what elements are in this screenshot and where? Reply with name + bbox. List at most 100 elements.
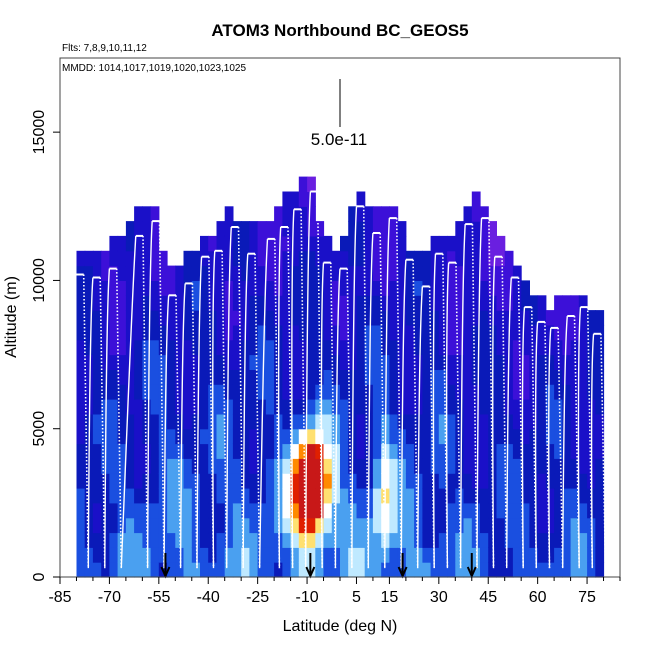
heatmap-cell [92,295,102,311]
heatmap-cell [389,354,399,370]
heatmap-cell [389,428,399,445]
heatmap-cell [430,562,440,578]
heatmap-cell [430,428,440,445]
heatmap-cell [438,458,448,474]
heatmap-cell [340,384,349,400]
heatmap-cell [512,369,522,385]
heatmap-cell [356,399,366,415]
heatmap-cell [307,295,316,311]
heatmap-cell [323,488,333,504]
heatmap-cell [512,324,522,341]
heatmap-cell [455,265,465,281]
flight-track-descent [142,235,149,569]
heatmap-cell [150,443,160,459]
heatmap-cell [298,547,308,563]
heatmap-cell [76,473,86,489]
heatmap-cell [389,310,399,326]
heatmap-cell [92,384,102,400]
heatmap-cell [422,488,432,504]
heatmap-cell [265,473,275,489]
heatmap-cell [76,399,86,415]
heatmap-cell [430,295,440,311]
heatmap-cell [298,399,308,415]
flight-track-descent [300,209,307,569]
heatmap-cell [480,458,489,474]
heatmap-cell [290,324,300,341]
heatmap-cell [183,399,193,415]
heatmap-cell [232,502,242,519]
heatmap-cell [372,221,382,237]
heatmap-cell [167,428,176,445]
heatmap-cell [109,488,119,504]
heatmap-cell [455,547,465,563]
heatmap-cell [554,384,563,400]
heatmap-cell [521,354,530,370]
heatmap-cell [134,265,143,281]
heatmap-cell [167,473,176,489]
heatmap-cell [480,384,489,400]
heatmap-cell [249,265,259,281]
heatmap-cell [265,428,275,445]
heatmap-cell [578,339,588,356]
heatmap-cell [290,310,300,326]
heatmap-cell [307,310,316,326]
heatmap-cell [84,324,94,341]
flight-track-descent [471,224,478,569]
heatmap-cell [463,428,473,445]
heatmap-cell [216,295,226,311]
heatmap-cell [134,339,143,356]
heatmap-cell [356,369,366,385]
heatmap-cell [200,473,209,489]
heatmap-cell [545,310,555,326]
heatmap-cell [438,488,448,504]
heatmap-cell [298,443,308,459]
heatmap-cell [298,354,308,370]
heatmap-cell [290,235,300,252]
heatmap-cell [570,562,580,578]
scale-label: 5.0e-11 [311,130,367,149]
heatmap-cell [397,295,407,311]
heatmap-cell [92,502,102,519]
heatmap-cell [307,221,316,237]
heatmap-cell [315,502,325,519]
heatmap-cell [414,354,423,370]
heatmap-cell [471,221,481,237]
heatmap-cell [463,458,473,474]
heatmap-cell [529,339,539,356]
heatmap-cell [249,221,259,237]
heatmap-cell [389,502,399,519]
heatmap-cell [249,369,259,385]
heatmap-cell [117,280,127,296]
heatmap-cell [356,547,366,563]
heatmap-cell [109,339,119,356]
heatmap-cell [249,413,259,430]
heatmap-cell [150,354,160,370]
heatmap-cell [315,443,325,459]
heatmap-cell [134,369,143,385]
heatmap-cell [265,413,275,430]
heatmap-cell [471,384,481,400]
heatmap-cell [183,384,193,400]
heatmap-cell [76,502,86,519]
heatmap-cell [224,488,234,504]
heatmap-cell [167,413,176,430]
heatmap-cell [158,517,168,534]
heatmap-cell [496,413,506,430]
flight-track-ascent [417,286,424,569]
heatmap-cell [142,221,152,237]
heatmap-cell [455,324,465,341]
flight-track-descent [501,256,508,569]
heatmap-cell [249,399,259,415]
heatmap-cell [545,562,555,578]
heatmap-cell [200,488,209,504]
heatmap-cell [76,369,86,385]
heatmap-cell [537,369,547,385]
heatmap-cell [562,428,572,445]
heatmap-cell [315,458,325,474]
heatmap-cell [307,339,316,356]
heatmap-cell [471,310,481,326]
heatmap-cell [537,384,547,400]
heatmap-cell [372,517,382,534]
heatmap-cell [216,221,226,237]
heatmap-cell [323,443,333,459]
